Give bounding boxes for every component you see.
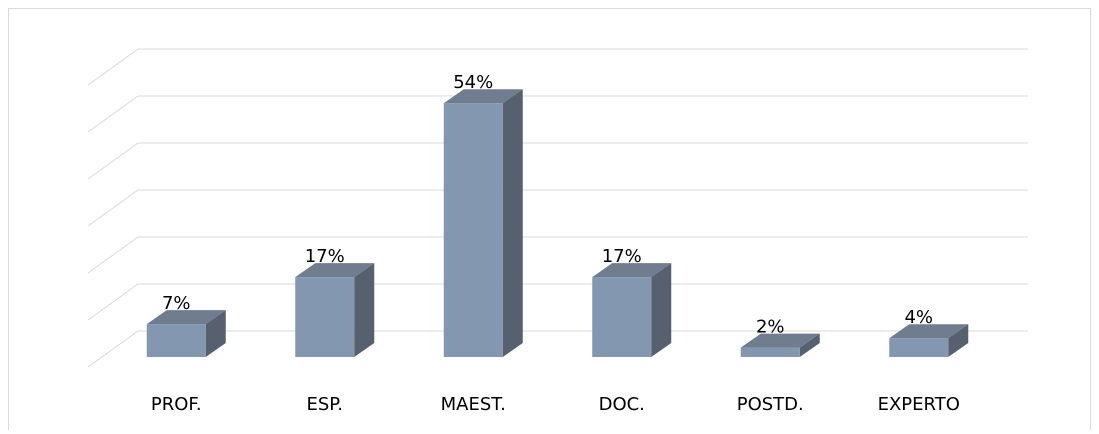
data-label: 54%: [453, 72, 493, 93]
bar: [889, 338, 949, 357]
chart-border: [8, 8, 1091, 434]
bar-top: [889, 324, 969, 339]
x-tick-label: MAEST.: [441, 394, 506, 415]
bar-side: [948, 324, 969, 357]
x-tick-label: PROF.: [151, 394, 202, 415]
bar: [592, 277, 652, 357]
x-tick-label: POSTD.: [737, 394, 804, 415]
grid-line: [87, 189, 1028, 227]
x-tick-label: EXPERTO: [878, 394, 960, 415]
grid-line: [87, 95, 1028, 133]
grid-line: [87, 330, 1028, 368]
data-label: 17%: [305, 246, 345, 267]
data-label: 17%: [602, 246, 642, 267]
bar-side: [502, 89, 523, 357]
bar-top: [146, 310, 226, 325]
bar-side: [205, 310, 226, 357]
bar-top: [443, 89, 523, 104]
bar-top: [740, 333, 820, 348]
bar-side: [799, 333, 820, 357]
bar: [740, 347, 800, 357]
data-label: 4%: [904, 307, 933, 328]
grid-line: [87, 236, 1028, 274]
bar-side: [651, 263, 672, 357]
grid-line: [87, 142, 1028, 180]
bar-top: [295, 263, 375, 278]
bar: [443, 103, 503, 357]
data-label: 2%: [756, 317, 785, 338]
bar-top: [592, 263, 672, 278]
bar: [146, 324, 206, 357]
grid-line: [87, 283, 1028, 321]
grid-line: [87, 48, 1028, 86]
bar-side: [354, 263, 375, 357]
data-label: 7%: [162, 293, 191, 314]
x-tick-label: ESP.: [306, 394, 343, 415]
bar: [295, 277, 355, 357]
x-tick-label: DOC.: [599, 394, 645, 415]
